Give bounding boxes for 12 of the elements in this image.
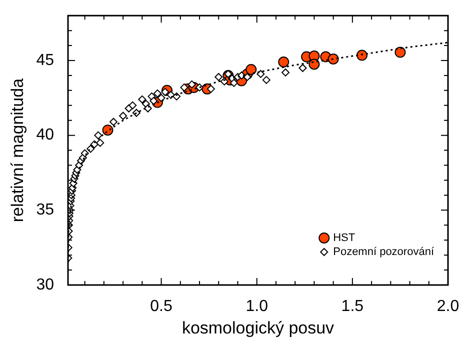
y-tick-label: 40	[36, 126, 54, 144]
x-tick-label: 1.0	[246, 298, 268, 316]
legend-label: Pozemní pozorování	[333, 246, 435, 258]
y-tick-label: 35	[36, 202, 54, 219]
y-tick-label: 30	[36, 276, 54, 294]
x-tick-label: 2.0	[436, 298, 460, 316]
y-axis-title: relativní magnituda	[8, 78, 27, 222]
x-tick-label: 0.5	[150, 298, 172, 316]
y-tick-label: 45	[36, 52, 54, 69]
x-axis-title: kosmologický posuv	[182, 318, 335, 338]
legend-label: HST	[333, 232, 356, 244]
x-tick-label: 1.5	[341, 298, 364, 316]
